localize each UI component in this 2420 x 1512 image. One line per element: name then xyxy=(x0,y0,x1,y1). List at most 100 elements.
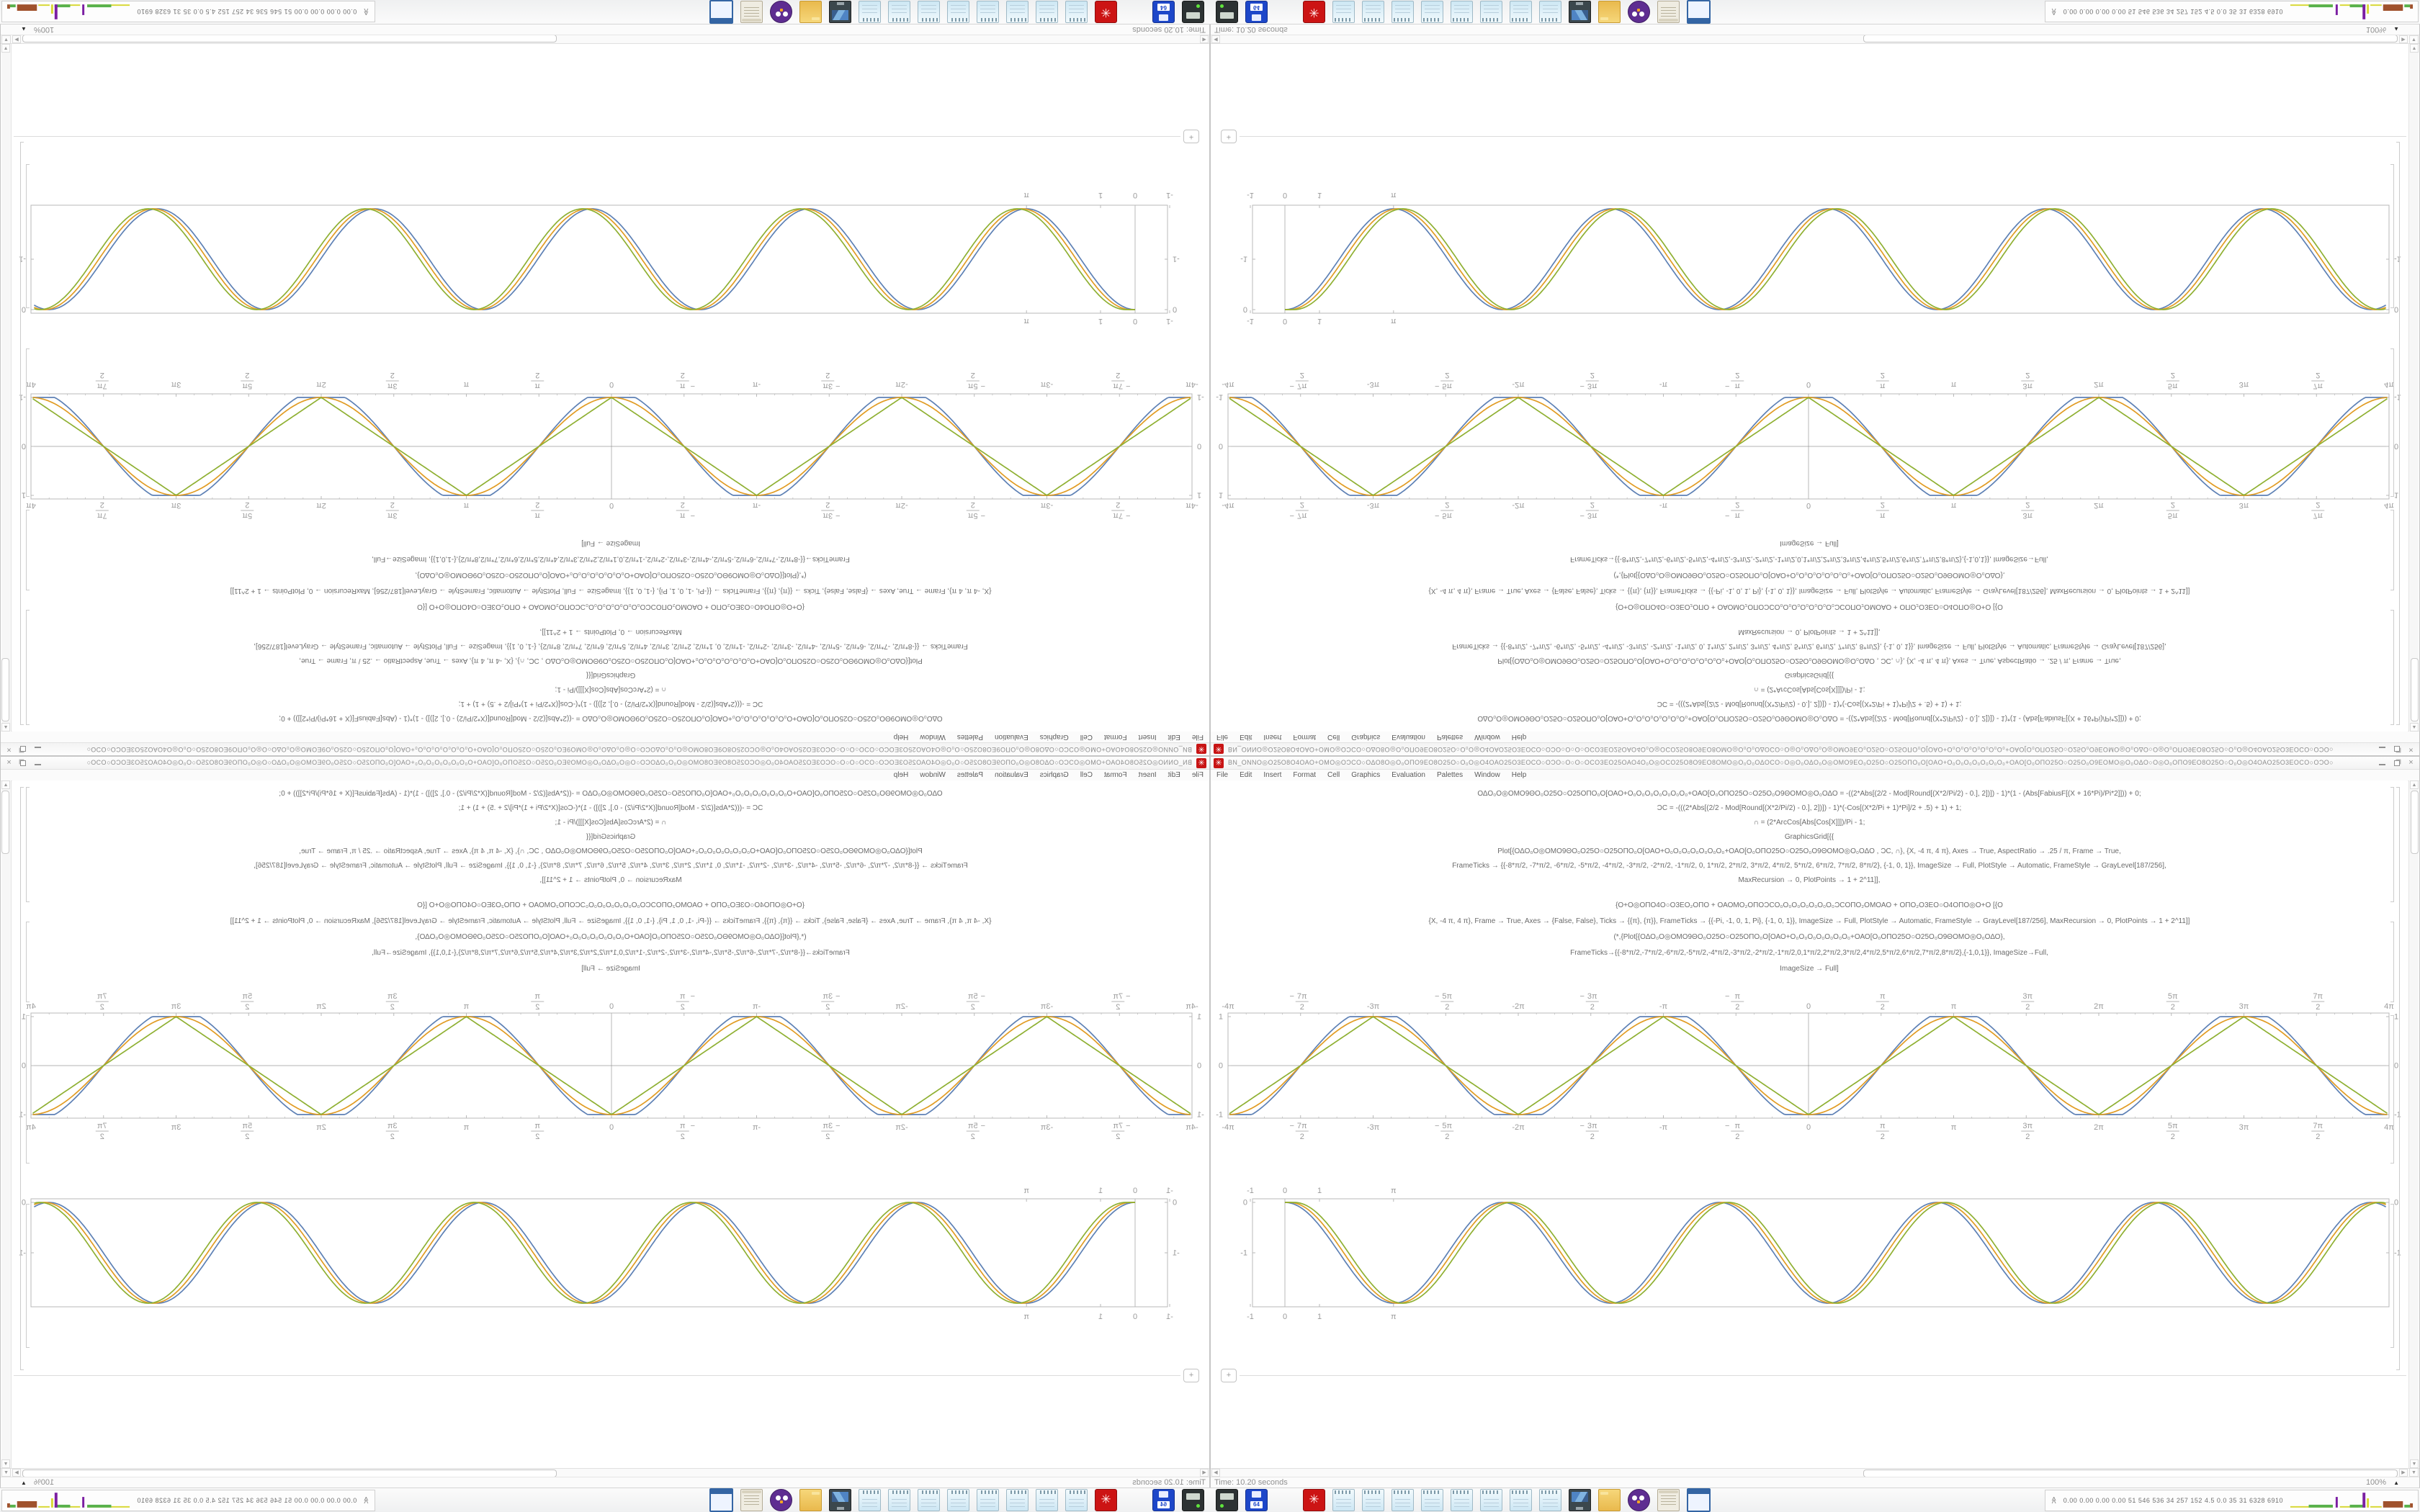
code-line[interactable]: ImageSize → Full] xyxy=(581,539,640,547)
code-line[interactable]: ΟΔΟ₀Ο◎ΟΜΟ9ΘΟ₀Ο25Ο○Ο25ΟΠΟ₀Ο[ΟΑΟ+Ο₀Ο₀Ο₀Ο₀Ο… xyxy=(279,714,943,722)
scroll-left-icon[interactable]: ◀ xyxy=(1200,1469,1209,1477)
close-button[interactable]: × xyxy=(2408,745,2414,754)
owl-app-icon[interactable] xyxy=(1628,1,1650,23)
menu-item-palettes[interactable]: Palettes xyxy=(1437,771,1464,779)
notepad-icon[interactable] xyxy=(1362,1489,1384,1511)
notepad-icon[interactable] xyxy=(1392,1,1414,23)
code-line[interactable]: MaxRecursion → 0, PlotPoints → 1 + 2^11]… xyxy=(539,628,682,636)
horizontal-scrollbar[interactable]: ◀ ▶ xyxy=(1,1468,1209,1477)
menu-item-help[interactable]: Help xyxy=(893,733,909,741)
code-line[interactable]: FrameTicks → {{-8*π/2, -7*π/2, -6*π/2, -… xyxy=(254,642,968,650)
code-cell-plot-options[interactable]: {Ο+Ο◎ΟΠΟ4Ο○Ο3ΕΟ₂ΟΠΟ + ΟΑΟΜΟ₂ΟΠΟƆϹΟ₀Ο₀Ο₀Ο… xyxy=(1211,898,2408,977)
horizontal-scrollbar[interactable]: ◀ ▶ xyxy=(1211,35,2419,44)
folder-icon[interactable] xyxy=(799,1489,822,1511)
vertical-scroll-thumb[interactable] xyxy=(1,791,9,854)
cell-group-bracket[interactable] xyxy=(2396,787,2400,1370)
system-monitor-widget[interactable]: ≪ 0.00 0.00 0.00 0.00 51 546 536 34 257 … xyxy=(2045,1489,2419,1511)
scroll-corner-down-icon[interactable]: ▼ xyxy=(2409,1468,2419,1477)
cell-bracket[interactable] xyxy=(26,922,30,1002)
notepad-icon[interactable] xyxy=(977,1,999,23)
monitor-chart-icon[interactable] xyxy=(829,1489,851,1511)
close-button[interactable]: × xyxy=(2408,758,2414,767)
menu-item-format[interactable]: Format xyxy=(1293,771,1317,779)
notepad-icon[interactable] xyxy=(859,1489,881,1511)
notepad-icon[interactable] xyxy=(1332,1489,1355,1511)
scroll-up-icon[interactable]: ▲ xyxy=(2410,723,2419,732)
resize-grip-icon[interactable]: ▲ xyxy=(2393,1479,2399,1486)
code-line[interactable]: ƆC = -(((2*Abs[(2/2 - Mod[Round[(X*2/Pi/… xyxy=(458,804,763,812)
menu-item-window[interactable]: Window xyxy=(920,771,946,779)
floppy-64-icon[interactable] xyxy=(1152,1489,1175,1511)
code-line[interactable]: ΟΔΟ₀Ο◎ΟΜΟ9ΘΟ₀Ο25Ο○Ο25ΟΠΟ₀Ο[ΟΑΟ+Ο₀Ο₀Ο₀Ο₀Ο… xyxy=(1477,714,2141,722)
scroll-document-icon[interactable] xyxy=(1657,1489,1680,1511)
menu-item-file[interactable]: File xyxy=(1216,733,1229,741)
system-monitor-widget[interactable]: ≪ 0.00 0.00 0.00 0.00 51 546 536 34 257 … xyxy=(2045,1,2419,23)
scroll-right-icon[interactable]: ▶ xyxy=(2399,1469,2408,1477)
monitor-chart-icon[interactable] xyxy=(1569,1,1591,23)
code-line[interactable]: GraphicsGrid[{{ xyxy=(1784,833,1834,841)
cell-bracket[interactable] xyxy=(2390,787,2394,902)
code-line[interactable]: {X, -4 π, 4 π}, Frame → True, Axes → {Fa… xyxy=(230,917,992,925)
menu-item-file[interactable]: File xyxy=(1191,733,1204,741)
zoom-level-label[interactable]: 100% xyxy=(2365,1478,2387,1487)
code-line[interactable]: (*,{Plot[{ΟΔΟ₀Ο◎ΟΜΟ9ΘΟ₀Ο25Ο○Ο25ΟΠΟ₀Ο[ΟΑΟ… xyxy=(415,571,807,579)
code-line[interactable]: GraphicsGrid[{{ xyxy=(586,671,636,679)
notepad-icon[interactable] xyxy=(1539,1489,1561,1511)
zoom-level-label[interactable]: 100% xyxy=(33,25,55,34)
code-line[interactable]: Plot[{ΟΔΟ₀Ο◎ΟΜΟ9ΘΟ₀Ο25Ο○Ο25ΟΠΟ₀Ο[ΟΑΟ+Ο₀Ο… xyxy=(299,657,923,665)
new-cell-plus-icon[interactable]: + xyxy=(1221,1369,1237,1382)
magnification-control[interactable]: 100% ▲ xyxy=(2366,25,2399,34)
menu-item-graphics[interactable]: Graphics xyxy=(1039,733,1069,741)
notepad-icon[interactable] xyxy=(1036,1,1058,23)
minimize-button[interactable] xyxy=(34,759,42,767)
notepad-icon[interactable] xyxy=(888,1,910,23)
maximize-button[interactable] xyxy=(19,745,27,753)
code-cell-definitions[interactable]: ΟΔΟ₀Ο◎ΟΜΟ9ΘΟ₀Ο25Ο○Ο25ΟΠΟ₀Ο[ΟΑΟ+Ο₀Ο₀Ο₀Ο₀Ο… xyxy=(12,624,1209,725)
owl-app-icon[interactable] xyxy=(1628,1489,1650,1511)
scroll-corner-down-icon[interactable]: ▼ xyxy=(2409,35,2419,44)
notepad-icon[interactable] xyxy=(1480,1,1502,23)
notepad-icon[interactable] xyxy=(1510,1489,1532,1511)
code-line[interactable]: FrameTicks → {{-8*π/2, -7*π/2, -6*π/2, -… xyxy=(1452,862,2166,870)
code-line[interactable]: MaxRecursion → 0, PlotPoints → 1 + 2^11]… xyxy=(1738,628,1881,636)
window-app-icon[interactable] xyxy=(709,0,733,24)
code-line[interactable]: GraphicsGrid[{{ xyxy=(586,833,636,841)
folder-icon[interactable] xyxy=(1598,1,1621,23)
cell-bracket[interactable] xyxy=(2390,510,2394,590)
menu-item-evaluation[interactable]: Evaluation xyxy=(1392,771,1425,779)
menu-item-format[interactable]: Format xyxy=(1103,771,1127,779)
scroll-up-icon[interactable]: ▲ xyxy=(1,723,10,732)
scroll-corner-down-icon[interactable]: ▼ xyxy=(1,1468,11,1477)
code-line[interactable]: ΟΔΟ₀Ο◎ΟΜΟ9ΘΟ₀Ο25Ο○Ο25ΟΠΟ₀Ο[ΟΑΟ+Ο₀Ο₀Ο₀Ο₀Ο… xyxy=(279,790,943,798)
menu-item-edit[interactable]: Edit xyxy=(1168,733,1180,741)
system-monitor-widget[interactable]: ≪ 0.00 0.00 0.00 0.00 51 546 536 34 257 … xyxy=(1,1,375,23)
minimize-button[interactable] xyxy=(2378,759,2386,767)
notebook-content[interactable]: ΟΔΟ₀Ο◎ΟΜΟ9ΘΟ₀Ο25Ο○Ο25ΟΠΟ₀Ο[ΟΑΟ+Ο₀Ο₀Ο₀Ο₀Ο… xyxy=(1211,44,2408,732)
scroll-down-icon[interactable]: ▼ xyxy=(2410,1459,2419,1468)
code-cell-plot-options[interactable]: {Ο+Ο◎ΟΠΟ4Ο○Ο3ΕΟ₂ΟΠΟ + ΟΑΟΜΟ₂ΟΠΟƆϹΟ₀Ο₀Ο₀Ο… xyxy=(12,535,1209,614)
horizontal-scrollbar[interactable]: ◀ ▶ xyxy=(1,35,1209,44)
resize-grip-icon[interactable]: ▲ xyxy=(21,26,27,33)
code-line[interactable]: MaxRecursion → 0, PlotPoints → 1 + 2^11]… xyxy=(1738,876,1881,884)
firefox-icon[interactable] xyxy=(1275,1,1296,22)
zoom-level-label[interactable]: 100% xyxy=(2365,25,2387,34)
notepad-icon[interactable] xyxy=(977,1489,999,1511)
notebook-content[interactable]: ΟΔΟ₀Ο◎ΟΜΟ9ΘΟ₀Ο25Ο○Ο25ΟΠΟ₀Ο[ΟΑΟ+Ο₀Ο₀Ο₀Ο₀Ο… xyxy=(12,44,1209,732)
code-line[interactable]: ∩ = (2*ArcCos[Abs[Cos[X]]])/Pi - 1; xyxy=(1753,685,1865,693)
magnification-control[interactable]: 100% ▲ xyxy=(2366,1478,2399,1487)
code-line[interactable]: ImageSize → Full] xyxy=(581,965,640,973)
cell-group-bracket[interactable] xyxy=(20,787,24,1370)
scroll-up-icon[interactable]: ▲ xyxy=(1,780,10,789)
notepad-icon[interactable] xyxy=(1451,1,1473,23)
expander-chevrons-icon[interactable]: ≪ xyxy=(2050,8,2058,16)
folder-icon[interactable] xyxy=(1598,1489,1621,1511)
notepad-icon[interactable] xyxy=(1362,1,1384,23)
menu-item-window[interactable]: Window xyxy=(1474,733,1500,741)
code-line[interactable]: ∩ = (2*ArcCos[Abs[Cos[X]]])/Pi - 1; xyxy=(1753,819,1865,827)
code-line[interactable]: FrameTicks→{{-8*π/2,-7*π/2,-6*π/2,-5*π/2… xyxy=(1570,555,2048,563)
cell-bracket[interactable] xyxy=(26,510,30,590)
code-line[interactable]: ∩ = (2*ArcCos[Abs[Cos[X]]])/Pi - 1; xyxy=(555,685,667,693)
notepad-icon[interactable] xyxy=(1421,1,1443,23)
resize-grip-icon[interactable]: ▲ xyxy=(2393,26,2399,33)
notepad-icon[interactable] xyxy=(918,1,940,23)
